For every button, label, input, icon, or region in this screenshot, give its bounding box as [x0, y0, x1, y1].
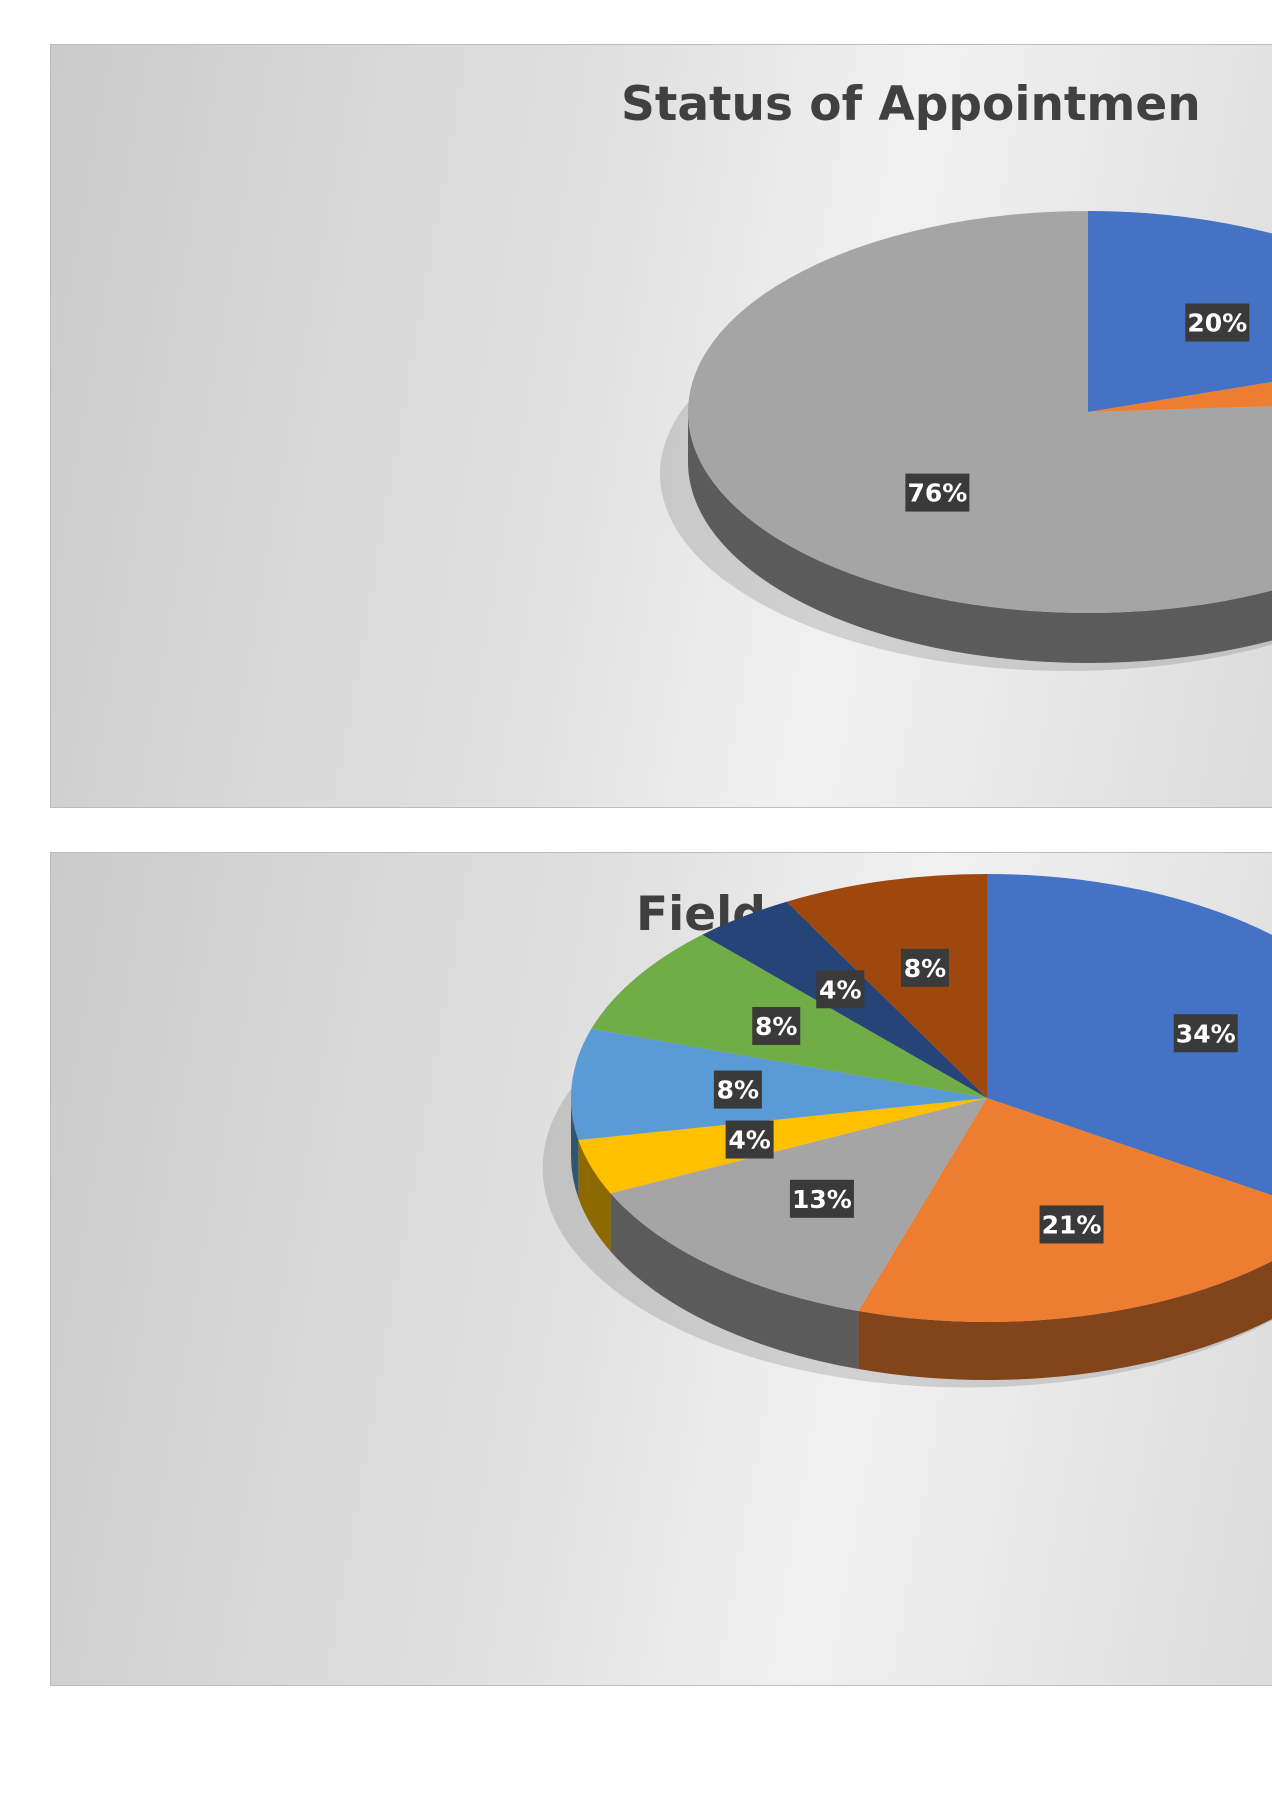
pie-slice-0-1	[1088, 381, 1272, 412]
pie-slice-side	[610, 1193, 859, 1370]
pie-slice-1-7	[786, 874, 987, 1098]
data-label: 13%	[789, 1179, 854, 1218]
svg-text:4%: 4%	[728, 1126, 770, 1155]
svg-text:4%: 4%	[819, 975, 861, 1004]
data-label: 76%	[905, 473, 970, 512]
data-label: 34%	[1173, 1014, 1238, 1053]
pie-slice-side	[858, 1261, 1272, 1380]
pie-chart-specialization: 34% 21% 13% 4% 8% 8% 4% 8%	[542, 874, 1272, 1388]
pie-slice-side	[571, 1098, 579, 1198]
pie-slice-1-0	[987, 874, 1272, 1196]
pie-slice-side	[578, 1139, 611, 1252]
pie-slice-1-4	[571, 1028, 987, 1140]
pie-slice-0-2	[688, 211, 1272, 613]
chart-title: Status of Appointmen	[621, 77, 1201, 132]
pie-slice-1-3	[578, 1098, 987, 1194]
data-label: 21%	[1039, 1205, 1104, 1244]
svg-text:76%: 76%	[907, 479, 967, 508]
data-label: 20%	[1185, 303, 1250, 342]
data-label: 8%	[752, 1006, 801, 1045]
data-label: 8%	[900, 948, 949, 987]
chart-panel-specialization: Field of Specializatio 34%21%13%4%8%8%4%…	[50, 852, 1272, 1686]
pie-chart-appointments: 20% 76%	[660, 211, 1272, 671]
pie-slice-0-0	[1088, 211, 1272, 412]
svg-text:8%: 8%	[755, 1012, 797, 1041]
svg-text:8%: 8%	[717, 1076, 759, 1105]
svg-text:21%: 21%	[1042, 1210, 1102, 1239]
svg-text:8%: 8%	[904, 954, 946, 983]
pie-slice-side	[688, 412, 1272, 663]
data-label: 8%	[713, 1070, 762, 1109]
data-label: 4%	[725, 1120, 774, 1159]
chart-panel-appointments: Status of Appointmen 20% 76%	[50, 44, 1272, 808]
data-label: 4%	[816, 970, 865, 1009]
svg-text:20%: 20%	[1187, 309, 1247, 338]
svg-text:34%: 34%	[1176, 1019, 1236, 1048]
svg-text:13%: 13%	[792, 1185, 852, 1214]
